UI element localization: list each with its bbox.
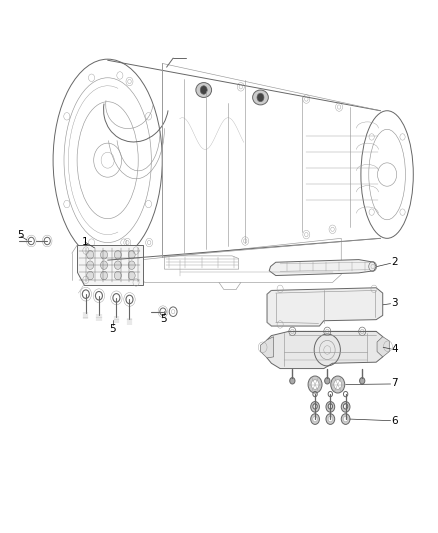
- Text: 5: 5: [17, 230, 24, 240]
- Circle shape: [325, 377, 330, 384]
- Ellipse shape: [196, 83, 212, 98]
- Polygon shape: [269, 260, 376, 276]
- Text: 5: 5: [161, 313, 167, 324]
- Polygon shape: [77, 245, 143, 285]
- Circle shape: [128, 251, 135, 259]
- Circle shape: [114, 271, 121, 280]
- Circle shape: [114, 261, 121, 269]
- Ellipse shape: [253, 90, 268, 105]
- Text: 6: 6: [392, 416, 398, 426]
- Circle shape: [200, 86, 207, 94]
- Circle shape: [326, 401, 335, 412]
- Polygon shape: [377, 337, 389, 357]
- Circle shape: [328, 404, 332, 409]
- Circle shape: [334, 379, 342, 389]
- Circle shape: [114, 251, 121, 259]
- Circle shape: [326, 414, 335, 424]
- Circle shape: [341, 401, 350, 412]
- Circle shape: [343, 404, 348, 409]
- Circle shape: [87, 251, 94, 259]
- Circle shape: [311, 401, 319, 412]
- Polygon shape: [267, 332, 383, 368]
- Circle shape: [311, 414, 319, 424]
- Circle shape: [331, 376, 345, 393]
- Circle shape: [328, 416, 332, 422]
- Circle shape: [87, 261, 94, 269]
- Text: 2: 2: [392, 257, 398, 267]
- Circle shape: [308, 376, 322, 393]
- Text: 1: 1: [81, 237, 88, 247]
- Circle shape: [101, 251, 107, 259]
- Circle shape: [313, 416, 317, 422]
- Circle shape: [128, 271, 135, 280]
- Circle shape: [101, 271, 107, 280]
- Circle shape: [341, 414, 350, 424]
- Polygon shape: [261, 337, 274, 358]
- Text: 5: 5: [110, 324, 116, 334]
- Circle shape: [87, 271, 94, 280]
- Circle shape: [128, 261, 135, 269]
- Circle shape: [343, 416, 348, 422]
- Circle shape: [313, 404, 317, 409]
- Text: 4: 4: [392, 344, 398, 354]
- Text: 3: 3: [392, 297, 398, 308]
- Circle shape: [290, 377, 295, 384]
- Circle shape: [101, 261, 107, 269]
- Circle shape: [311, 379, 319, 389]
- Text: 7: 7: [392, 378, 398, 389]
- Polygon shape: [267, 288, 383, 326]
- Circle shape: [257, 93, 264, 102]
- Circle shape: [360, 377, 365, 384]
